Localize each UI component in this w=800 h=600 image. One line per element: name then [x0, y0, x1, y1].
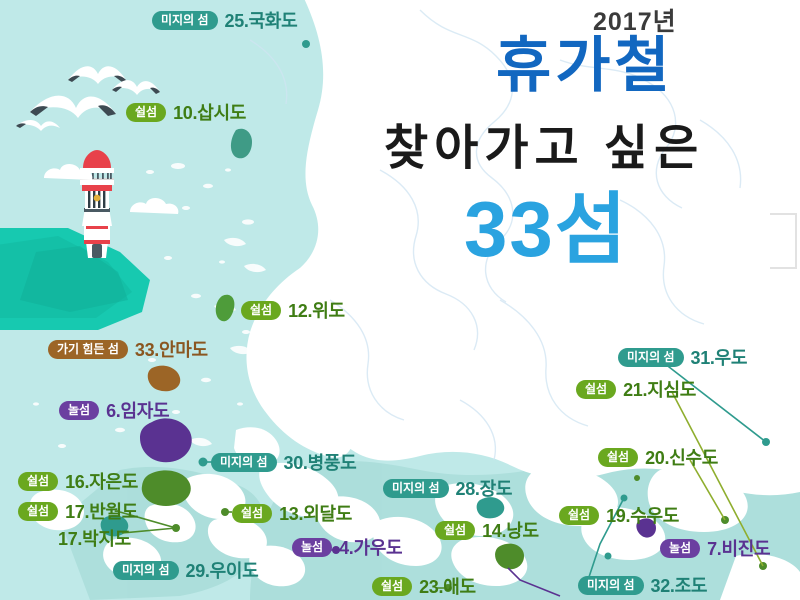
- island-name: 17.반월도: [65, 501, 138, 522]
- island-label-30[interactable]: 미지의 섬 30.병풍도: [211, 452, 357, 473]
- island-name: 10.삽시도: [173, 102, 246, 123]
- category-badge: 미지의 섬: [578, 576, 644, 595]
- island-32: [604, 552, 612, 560]
- coastal-islands: [29, 417, 800, 600]
- island-name: 30.병풍도: [283, 452, 357, 473]
- lighthouse-tower: [80, 150, 114, 258]
- island-6: [140, 418, 192, 463]
- category-badge: 쉴섬: [435, 521, 476, 540]
- island-25: [302, 40, 310, 48]
- island-name: 32.조도: [650, 575, 708, 596]
- island-name: 6.임자도: [106, 400, 170, 421]
- province-outlines: [249, 9, 742, 461]
- island-29: [100, 515, 129, 537]
- island-label-14[interactable]: 쉴섬 14.낭도: [435, 521, 539, 540]
- category-badge: 가기 힘든 섬: [48, 340, 128, 359]
- seagull-3: [30, 95, 116, 118]
- category-badge: 쉴섬: [232, 504, 273, 523]
- sea-foam: [33, 163, 266, 448]
- island-name: 21.지심도: [623, 379, 696, 400]
- island-name: 19.수우도: [606, 505, 679, 526]
- category-badge: 쉴섬: [18, 472, 59, 491]
- category-badge: 쉴섬: [559, 506, 600, 525]
- island-name: 4.가우도: [339, 537, 403, 558]
- island-label-17[interactable]: 쉴섬 17.반월도: [18, 502, 138, 521]
- category-badge: 미지의 섬: [618, 348, 684, 367]
- seagulls: [16, 66, 160, 131]
- island-label-19[interactable]: 쉴섬 19.수우도: [559, 506, 679, 525]
- island-label-20[interactable]: 쉴섬 20.신수도: [598, 448, 718, 467]
- category-badge: 쉴섬: [126, 103, 167, 122]
- island-label-31[interactable]: 미지의 섬 31.우도: [618, 348, 747, 367]
- island-label-23[interactable]: 쉴섬 23.애도: [372, 577, 476, 596]
- island-label-21[interactable]: 쉴섬 21.지심도: [576, 380, 696, 399]
- island-label-28[interactable]: 미지의 섬 28.장도: [383, 479, 512, 498]
- category-badge: 쉴섬: [598, 448, 639, 467]
- island-14: [495, 543, 524, 570]
- seagull-4: [16, 120, 60, 131]
- island-name: 31.우도: [690, 347, 748, 368]
- island-name: 28.장도: [455, 478, 513, 499]
- island-label-29[interactable]: 미지의 섬 29.우이도: [113, 560, 259, 581]
- island-19b: [634, 475, 640, 481]
- island-28: [476, 497, 505, 519]
- highlight-islands: [100, 40, 770, 592]
- category-badge: 놀섬: [292, 538, 333, 557]
- island-name: 25.국화도: [224, 10, 298, 31]
- island-label-32[interactable]: 미지의 섬 32.조도: [578, 576, 707, 595]
- category-badge: 놀섬: [660, 539, 701, 558]
- category-badge: 쉴섬: [372, 577, 413, 596]
- island-name: 23.애도: [419, 576, 476, 597]
- category-badge: 미지의 섬: [152, 11, 218, 30]
- island-sublabel: 17.박지도: [58, 529, 131, 549]
- island-name: 13.외달도: [279, 503, 352, 524]
- clouds: [44, 164, 179, 214]
- island-33: [147, 365, 181, 392]
- category-badge: 미지의 섬: [383, 479, 449, 498]
- category-badge: 미지의 섬: [211, 453, 277, 472]
- island-name: 33.안마도: [134, 339, 208, 360]
- island-label-13[interactable]: 쉴섬 13.외달도: [232, 504, 352, 523]
- island-label-25[interactable]: 미지의 섬 25.국화도: [152, 10, 298, 31]
- island-name: 14.낭도: [482, 520, 539, 541]
- island-name: 20.신수도: [645, 447, 718, 468]
- island-label-6[interactable]: 놀섬 6.임자도: [59, 400, 170, 421]
- category-badge: 놀섬: [59, 401, 100, 420]
- lighthouse-scene: [0, 150, 150, 330]
- seagull-1: [68, 66, 126, 84]
- seagull-2: [112, 80, 160, 95]
- island-label-7[interactable]: 놀섬 7.비진도: [660, 538, 771, 559]
- island-16: [141, 470, 191, 506]
- island-12: [215, 294, 235, 322]
- category-badge: 쉴섬: [241, 301, 282, 320]
- category-badge: 쉴섬: [18, 502, 59, 521]
- island-label-10[interactable]: 쉴섬 10.삽시도: [126, 103, 246, 122]
- island-label-16[interactable]: 쉴섬 16.자은도: [18, 472, 138, 491]
- island-name: 7.비진도: [707, 538, 771, 559]
- island-label-4[interactable]: 놀섬 4.가우도: [292, 537, 403, 558]
- edge-frame-mark: [770, 213, 797, 269]
- island-7: [636, 518, 656, 538]
- island-name: 29.우이도: [185, 560, 259, 581]
- island-name: 12.위도: [288, 300, 345, 321]
- category-badge: 쉴섬: [576, 380, 617, 399]
- island-label-33[interactable]: 가기 힘든 섬 33.안마도: [48, 340, 208, 359]
- island-label-12[interactable]: 쉴섬 12.위도: [241, 301, 345, 320]
- island-10: [230, 128, 252, 159]
- island-name: 16.자은도: [65, 471, 138, 492]
- category-badge: 미지의 섬: [113, 561, 179, 580]
